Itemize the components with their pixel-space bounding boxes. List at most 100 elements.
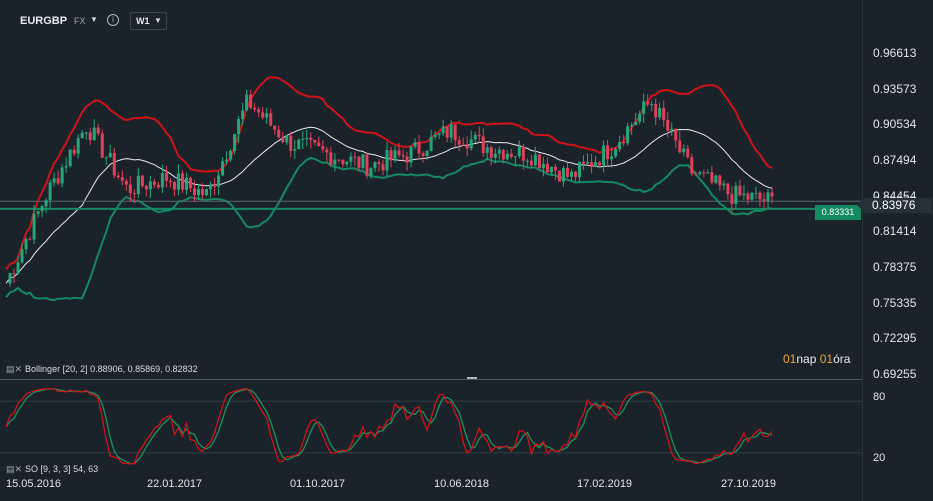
candle-body bbox=[457, 140, 461, 145]
last-price-arrow bbox=[857, 198, 864, 212]
candle-body bbox=[321, 146, 325, 150]
candle-body bbox=[257, 109, 261, 113]
candle-body bbox=[52, 178, 56, 183]
bollinger-middle-band bbox=[5, 126, 773, 284]
pane-resize-handle[interactable] bbox=[467, 377, 477, 379]
candle-body bbox=[634, 121, 638, 126]
candle-body bbox=[582, 161, 586, 164]
price-axis-label: 0.72295 bbox=[873, 331, 917, 346]
candle-body bbox=[144, 185, 148, 190]
bollinger-legend[interactable]: ▤✕ Bollinger [20, 2] 0.88906, 0.85869, 0.… bbox=[6, 364, 198, 375]
candle-body bbox=[233, 134, 237, 152]
candle-body bbox=[337, 159, 341, 161]
candle-body bbox=[594, 162, 598, 168]
candle-body bbox=[726, 183, 730, 195]
candle-body bbox=[501, 149, 505, 160]
candle-body bbox=[758, 192, 762, 200]
indicator-settings-icon[interactable]: ▤✕ bbox=[6, 464, 23, 474]
candle-body bbox=[493, 153, 497, 158]
last-price-tag: 0.83976 bbox=[864, 198, 932, 213]
candle-body bbox=[626, 126, 630, 144]
candle-body bbox=[557, 170, 561, 182]
candle-body bbox=[686, 148, 690, 158]
candle-body bbox=[646, 101, 650, 105]
candle-body bbox=[184, 177, 188, 190]
info-icon[interactable]: i bbox=[107, 14, 119, 26]
candle-body bbox=[598, 162, 602, 166]
candle-body bbox=[461, 144, 465, 146]
candle-body bbox=[678, 140, 682, 153]
candle-body bbox=[698, 172, 702, 175]
market-label: FX bbox=[74, 16, 86, 26]
timeframe-selector[interactable]: W1 ▼ bbox=[130, 12, 167, 30]
symbol-dropdown-caret-down-icon[interactable]: ▼ bbox=[90, 15, 98, 24]
candle-body bbox=[281, 137, 285, 143]
pane-separator[interactable] bbox=[0, 379, 862, 380]
candle-body bbox=[353, 156, 357, 158]
candle-body bbox=[136, 175, 140, 195]
candle-body bbox=[188, 177, 192, 189]
candle-body bbox=[662, 107, 666, 120]
chart-toolbar: EURGBP FX ▼ i W1 ▼ bbox=[0, 0, 933, 40]
candle-body bbox=[68, 149, 72, 167]
candle-body bbox=[517, 146, 521, 157]
candle-body bbox=[505, 153, 509, 160]
candle-body bbox=[590, 162, 594, 168]
candle-body bbox=[573, 171, 577, 178]
candle-body bbox=[8, 273, 12, 284]
candle-body bbox=[96, 127, 100, 134]
candle-body bbox=[269, 113, 273, 126]
candle-body bbox=[28, 239, 32, 241]
candle-body bbox=[329, 152, 333, 165]
indicator-settings-icon[interactable]: ▤✕ bbox=[6, 364, 23, 374]
candle-body bbox=[48, 182, 52, 201]
candle-body bbox=[152, 181, 156, 185]
candle-body bbox=[529, 160, 533, 166]
candle-body bbox=[140, 175, 144, 186]
price-axis-label: 0.90534 bbox=[873, 117, 917, 132]
candle-body bbox=[682, 148, 686, 153]
candle-body bbox=[541, 163, 545, 169]
candle-body bbox=[385, 150, 389, 171]
candle-body bbox=[489, 147, 493, 158]
candle-body bbox=[738, 185, 742, 196]
candle-body bbox=[245, 94, 249, 111]
candle-body bbox=[305, 137, 309, 139]
candle-body bbox=[217, 175, 221, 187]
candle-body bbox=[441, 126, 445, 134]
candle-body bbox=[762, 199, 766, 202]
candle-body bbox=[577, 161, 581, 178]
symbol-label[interactable]: EURGBP bbox=[20, 15, 68, 27]
candle-body bbox=[614, 149, 618, 157]
candle-body bbox=[602, 145, 606, 166]
candle-body bbox=[654, 104, 658, 118]
candle-body bbox=[100, 133, 104, 158]
candle-body bbox=[690, 157, 694, 174]
candle-body bbox=[742, 193, 746, 196]
candle-body bbox=[225, 159, 229, 162]
candle-body bbox=[509, 153, 513, 158]
candle-body bbox=[521, 146, 525, 161]
candle-body bbox=[32, 213, 36, 240]
candle-body bbox=[413, 142, 417, 147]
timer-hours-unit: óra bbox=[833, 352, 851, 366]
candle-body bbox=[485, 147, 489, 153]
candle-body bbox=[124, 180, 128, 185]
stochastic-legend[interactable]: ▤✕ SO [9, 3, 3] 54, 63 bbox=[6, 464, 98, 475]
stochastic-values: SO [9, 3, 3] 54, 63 bbox=[25, 464, 99, 474]
candle-body bbox=[642, 101, 646, 114]
candle-body bbox=[606, 145, 610, 160]
x-axis-label: 27.10.2019 bbox=[721, 478, 777, 490]
candle-body bbox=[714, 175, 718, 183]
candle-body bbox=[638, 113, 642, 122]
candle-body bbox=[533, 154, 537, 166]
candle-body bbox=[64, 166, 68, 168]
candle-body bbox=[565, 168, 569, 177]
candle-body bbox=[525, 160, 529, 162]
candle-body bbox=[229, 151, 233, 160]
price-axis-label: 0.69255 bbox=[873, 367, 917, 381]
candle-timer: 01nap 01óra bbox=[783, 352, 850, 366]
candle-body bbox=[341, 160, 345, 165]
candle-body bbox=[120, 177, 124, 181]
